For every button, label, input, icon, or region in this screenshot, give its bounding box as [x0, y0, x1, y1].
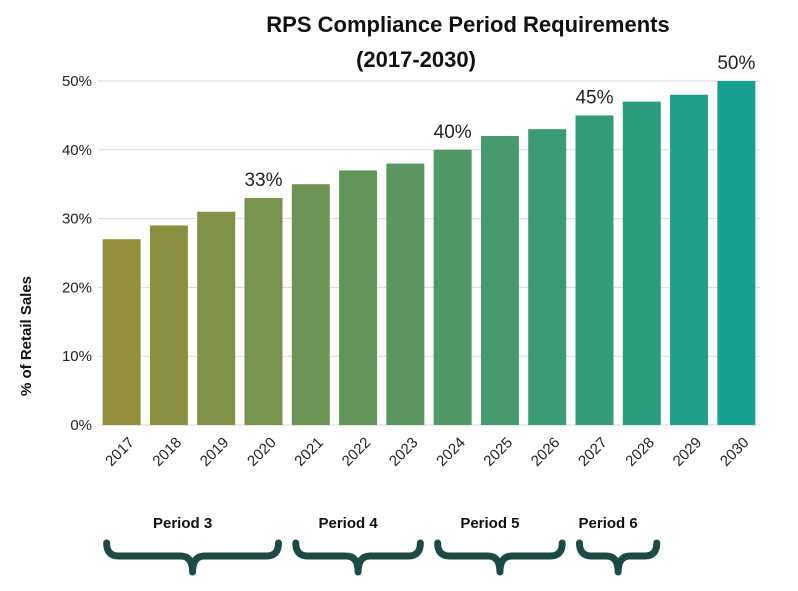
x-tick-label: 2030 — [717, 434, 753, 470]
bars — [102, 81, 756, 426]
x-tick-label: 2019 — [197, 434, 233, 470]
x-tick-label: 2025 — [480, 434, 516, 470]
bar-2020 — [244, 197, 283, 425]
x-tick-label: 2024 — [433, 434, 469, 470]
y-tick-label: 20% — [62, 279, 92, 296]
y-axis-ticks: 0% 10% 20% 30% 40% 50% — [62, 73, 92, 434]
bar-2023 — [386, 163, 425, 425]
data-label-2027: 45% — [575, 87, 613, 108]
brace-icon — [103, 539, 282, 576]
bar-2025 — [480, 136, 519, 426]
x-tick-label: 2017 — [102, 434, 138, 470]
data-label-2020: 33% — [244, 170, 282, 191]
bar-2029 — [670, 94, 709, 425]
x-tick-label: 2022 — [339, 434, 375, 470]
period-label: Period 6 — [579, 515, 638, 532]
x-tick-label: 2021 — [291, 434, 327, 470]
bar-2026 — [528, 129, 567, 425]
data-label-2030: 50% — [717, 53, 755, 74]
data-label-2024: 40% — [434, 122, 472, 143]
period-groups: Period 3 Period 4 Period 5 Period 6 — [103, 515, 661, 576]
period-label: Period 5 — [460, 515, 519, 532]
x-tick-label: 2020 — [244, 434, 280, 470]
brace-icon — [576, 539, 661, 576]
bar-2021 — [291, 184, 330, 425]
period-label: Period 4 — [318, 515, 378, 532]
bar-2022 — [339, 170, 378, 425]
x-tick-label: 2023 — [386, 434, 422, 470]
bar-2019 — [197, 211, 236, 425]
chart-subtitle: (2017-2030) — [356, 47, 476, 72]
bar-2028 — [622, 101, 661, 425]
data-labels: 33% 40% 45% 50% — [244, 53, 755, 191]
x-tick-label: 2027 — [575, 434, 611, 470]
x-axis-ticks: 2017 2018 2019 2020 2021 2022 2023 2024 2025 2026… — [102, 434, 752, 470]
x-tick-label: 2026 — [528, 434, 564, 470]
y-tick-label: 10% — [62, 348, 92, 365]
x-tick-label: 2018 — [149, 434, 185, 470]
bar-2030 — [717, 81, 756, 425]
bar-2017 — [102, 239, 141, 425]
x-tick-label: 2029 — [670, 434, 706, 470]
period-label: Period 3 — [153, 515, 212, 532]
y-tick-label: 0% — [70, 417, 92, 434]
y-tick-label: 30% — [62, 211, 92, 228]
brace-icon — [434, 539, 566, 576]
y-tick-label: 50% — [62, 73, 92, 90]
bar-2027 — [575, 115, 614, 426]
chart-title: RPS Compliance Period Requirements — [266, 12, 669, 37]
bar-2018 — [149, 225, 188, 425]
brace-icon — [292, 539, 424, 576]
y-axis-label: % of Retail Sales — [18, 276, 35, 396]
bar-2024 — [433, 149, 472, 426]
y-tick-label: 40% — [62, 142, 92, 159]
x-tick-label: 2028 — [622, 434, 658, 470]
